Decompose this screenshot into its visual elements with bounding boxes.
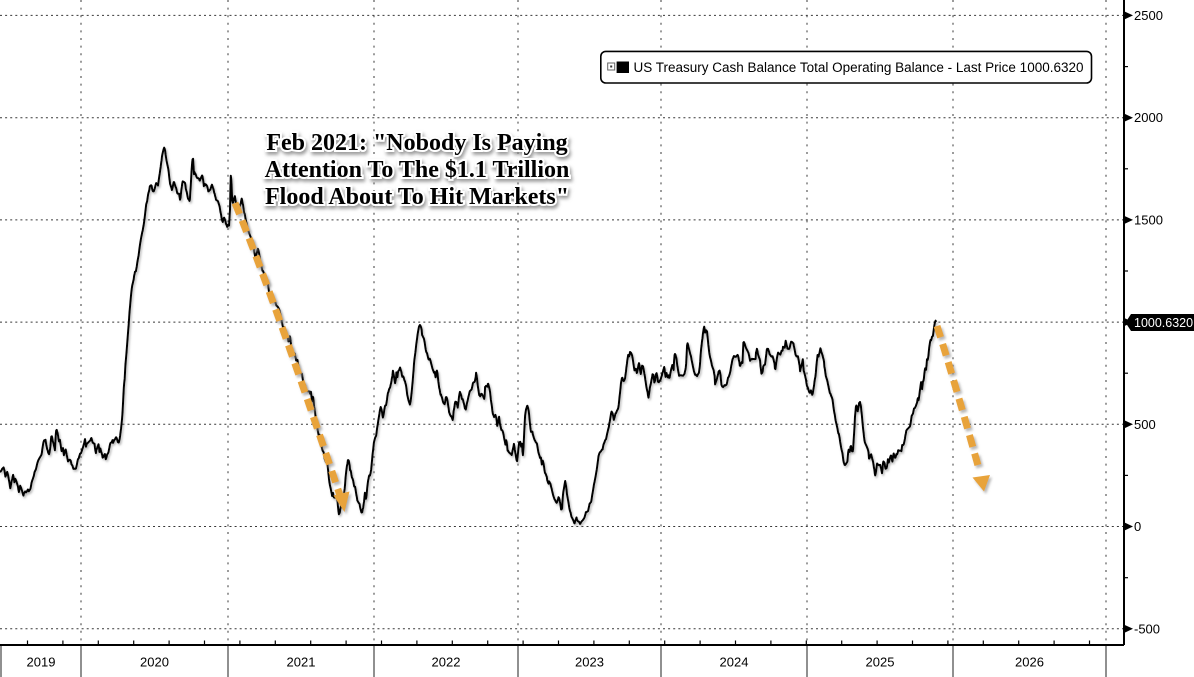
svg-text:2020: 2020: [140, 655, 169, 670]
svg-text:1000.6320: 1000.6320: [1134, 316, 1193, 330]
svg-text:2021: 2021: [287, 655, 316, 670]
svg-text:2022: 2022: [432, 655, 461, 670]
svg-text:Feb 2021: "Nobody Is Paying: Feb 2021: "Nobody Is Paying: [266, 130, 567, 156]
svg-text:0: 0: [1134, 519, 1141, 534]
svg-text:2026: 2026: [1015, 655, 1044, 670]
svg-text:2019: 2019: [27, 655, 56, 670]
svg-text:1500: 1500: [1134, 212, 1163, 227]
svg-text:2000: 2000: [1134, 110, 1163, 125]
svg-text:Attention To The $1.1 Trillion: Attention To The $1.1 Trillion: [265, 157, 570, 183]
svg-text:US Treasury Cash Balance Total: US Treasury Cash Balance Total Operating…: [634, 60, 1084, 75]
svg-text:2500: 2500: [1134, 8, 1163, 23]
svg-text:-500: -500: [1134, 621, 1160, 636]
svg-text:2023: 2023: [575, 655, 604, 670]
svg-text:2024: 2024: [720, 655, 749, 670]
svg-text:500: 500: [1134, 417, 1156, 432]
svg-text:Flood About To Hit Markets": Flood About To Hit Markets": [265, 184, 569, 210]
svg-text:2025: 2025: [866, 655, 895, 670]
